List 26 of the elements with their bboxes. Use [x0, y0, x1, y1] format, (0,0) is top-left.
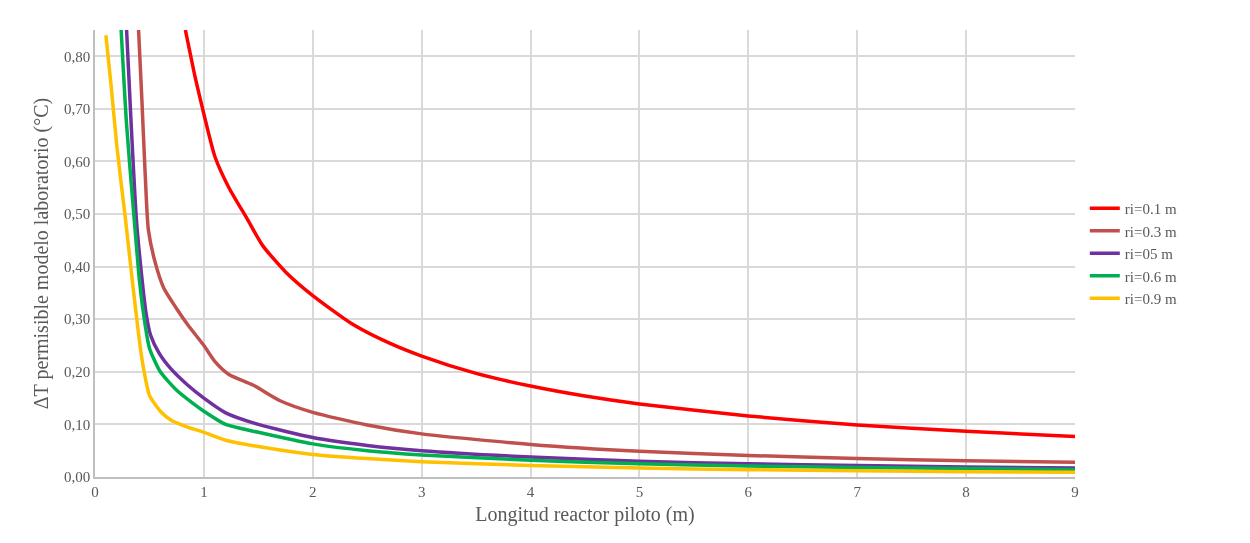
- x-axis-title: Longitud reactor piloto (m): [475, 502, 695, 526]
- x-tick-label: 9: [1071, 483, 1079, 500]
- legend-label: ri=0.9 m: [1124, 291, 1177, 308]
- y-tick-label: 0,50: [64, 206, 91, 223]
- x-tick-label: 0: [91, 483, 99, 500]
- x-tick-label: 1: [200, 483, 208, 500]
- legend-label: ri=05 m: [1124, 246, 1174, 263]
- y-tick-label: 0,20: [64, 364, 91, 381]
- x-tick-label: 4: [526, 483, 535, 500]
- y-tick-label: 0,60: [64, 153, 91, 170]
- y-tick-label: 0,10: [64, 416, 91, 433]
- y-tick-label: 0,70: [64, 101, 91, 118]
- y-axis-title: ΔT permisible modelo laboratorio (°C): [30, 97, 53, 410]
- x-tick-label: 7: [853, 483, 862, 500]
- y-tick-label: 0,00: [64, 469, 91, 486]
- x-tick-label: 8: [962, 483, 970, 500]
- x-tick-label: 6: [744, 483, 753, 500]
- x-tick-label: 2: [309, 483, 317, 500]
- y-tick-label: 0,40: [64, 258, 91, 275]
- legend-label: ri=0.1 m: [1124, 201, 1177, 218]
- y-tick-label: 0,30: [64, 311, 91, 328]
- legend-label: ri=0.3 m: [1124, 223, 1177, 240]
- legend-label: ri=0.6 m: [1124, 268, 1177, 285]
- y-tick-label: 0,80: [64, 48, 91, 65]
- x-tick-label: 5: [635, 483, 644, 500]
- x-tick-label: 3: [417, 483, 426, 500]
